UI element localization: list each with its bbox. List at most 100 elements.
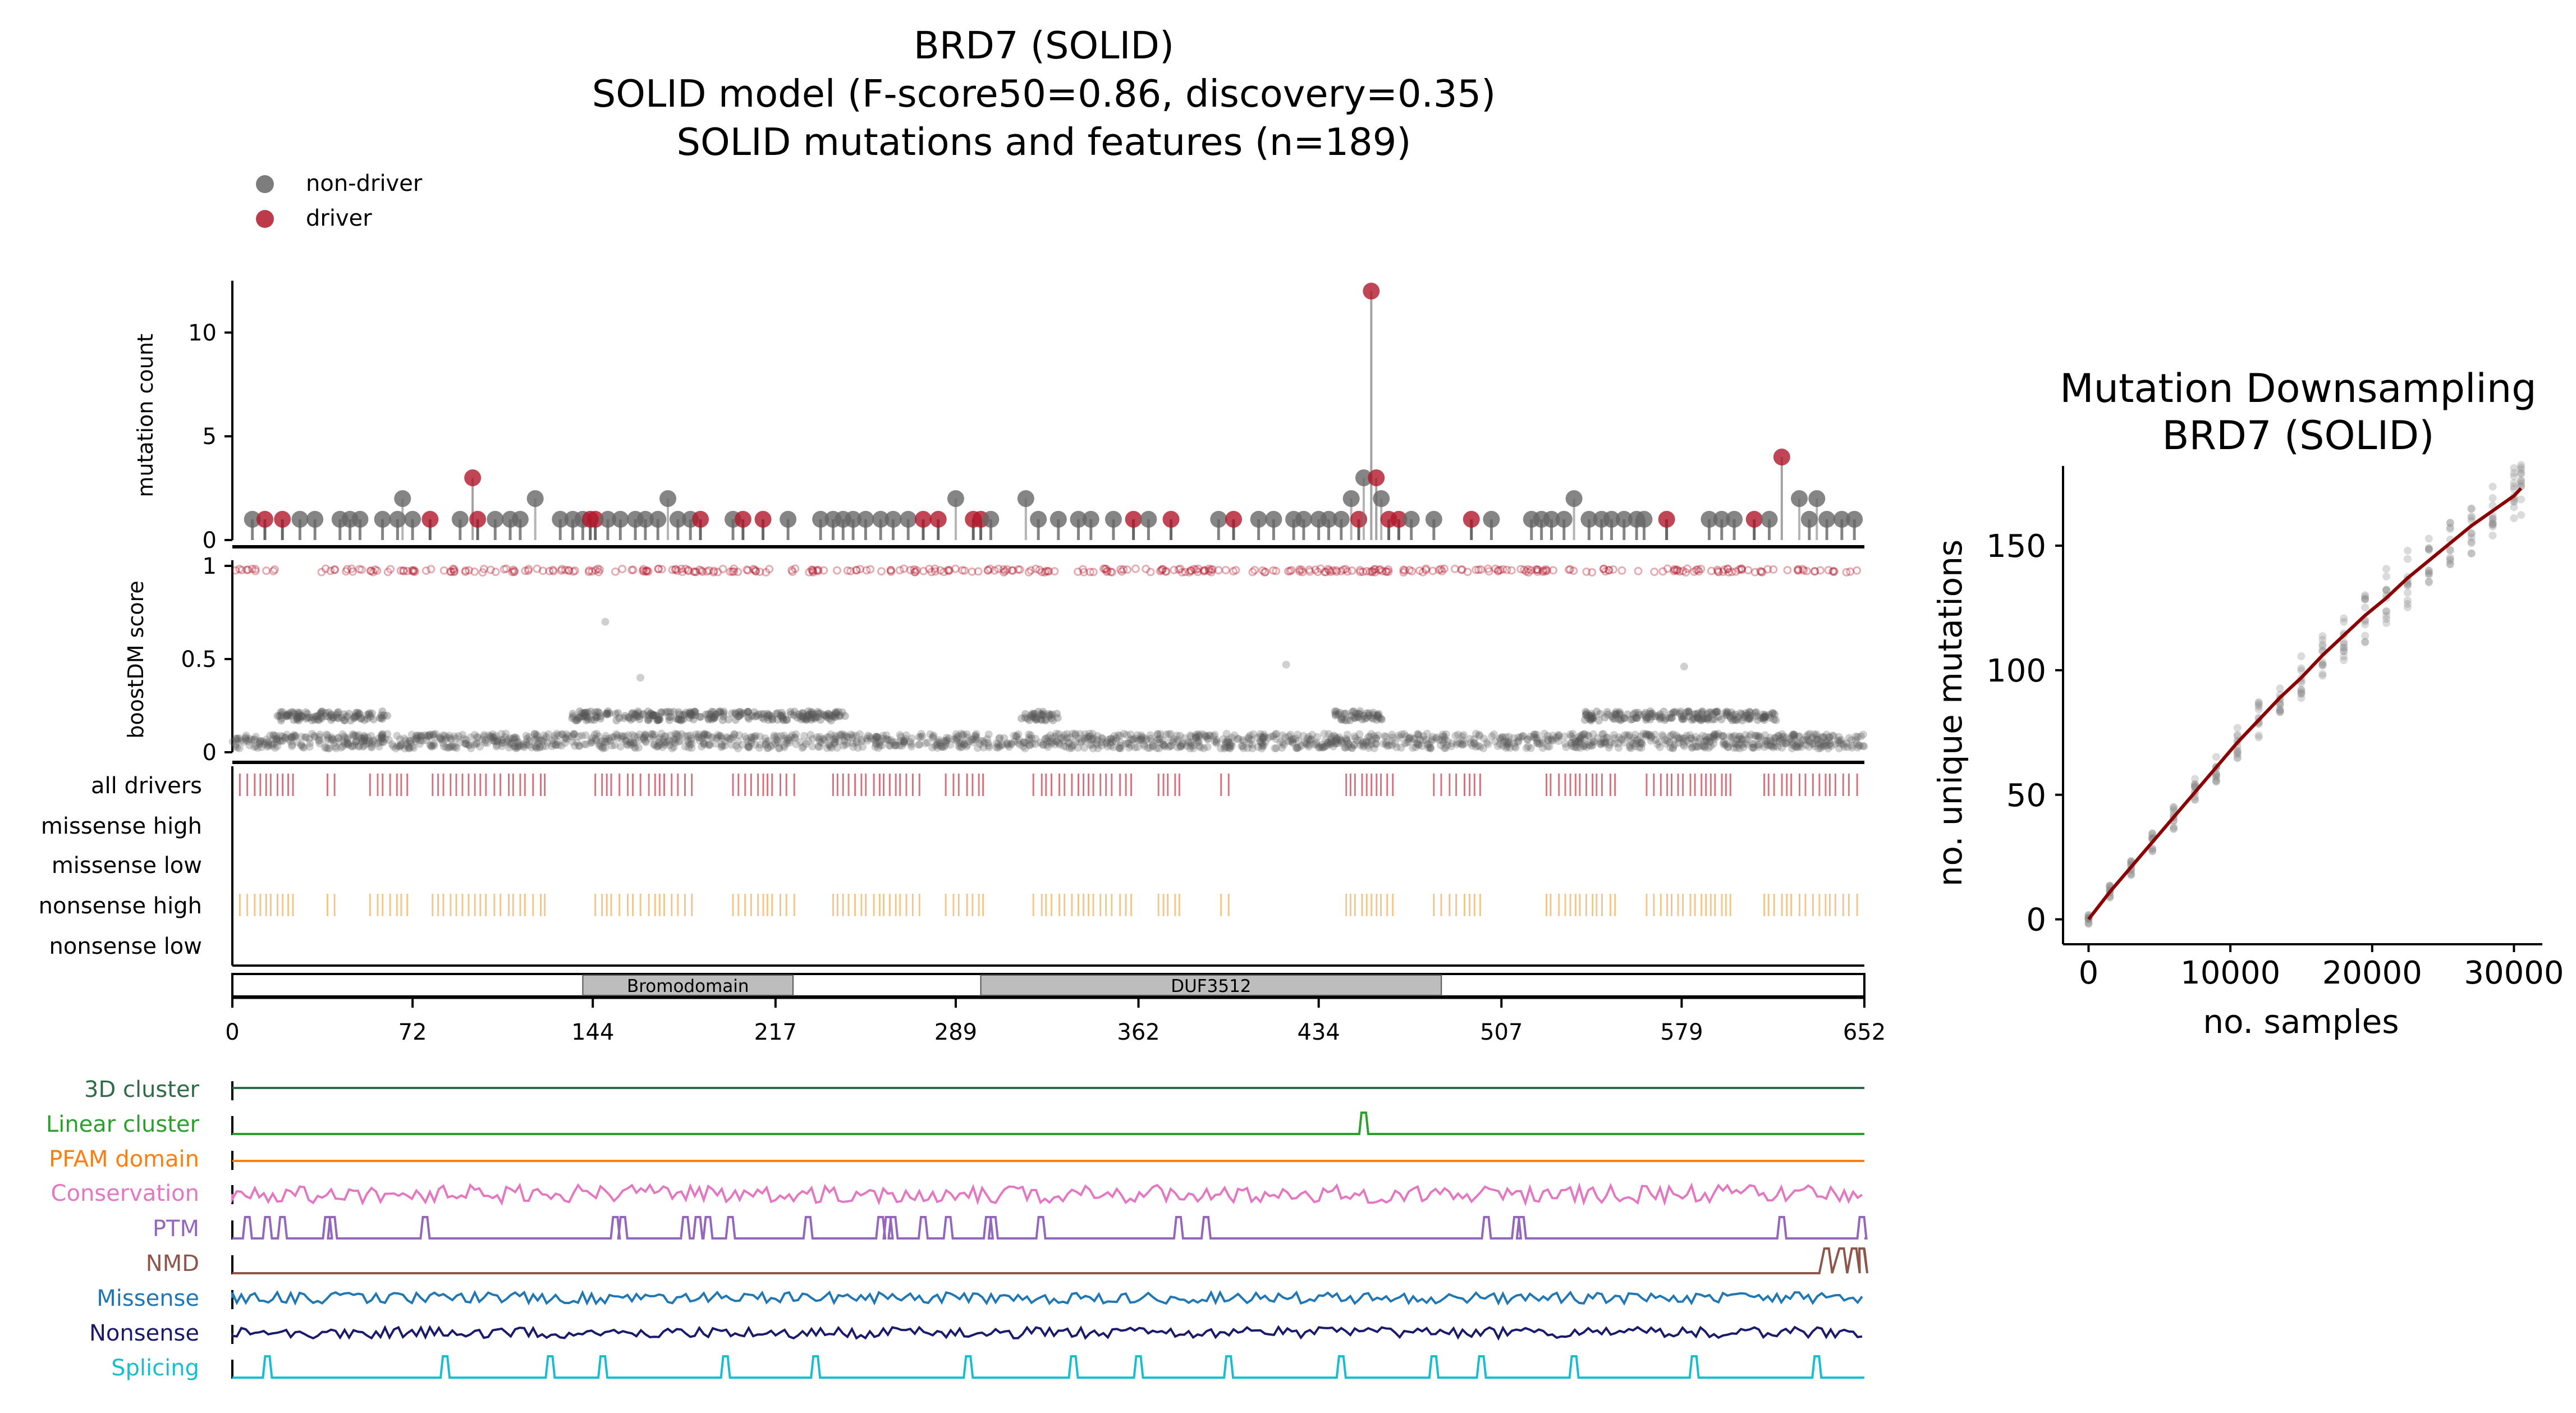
nondriver-score-point xyxy=(604,707,612,716)
nondriver-score-point xyxy=(847,730,855,739)
nondriver-score-point xyxy=(684,731,693,740)
nondriver-score-point xyxy=(1702,714,1710,722)
nondriver-score-point xyxy=(580,709,588,717)
nondriver-score-point xyxy=(1104,735,1112,744)
nondriver-score-point xyxy=(1544,735,1552,744)
nondriver-score-point xyxy=(242,733,250,742)
nondriver-score-point xyxy=(647,709,655,717)
nondriver-score-point xyxy=(1793,743,1802,752)
nondriver-score-point xyxy=(533,744,541,752)
nondriver-score-point xyxy=(1174,738,1182,747)
nondriver-score-point xyxy=(1767,740,1775,748)
nondriver-score-point xyxy=(707,710,715,719)
ds-point xyxy=(2340,647,2348,655)
nondriver-score-point xyxy=(958,731,966,739)
ds-point xyxy=(2276,684,2284,693)
nondriver-score-point xyxy=(687,737,695,745)
nondriver-score-point xyxy=(1612,708,1620,716)
driver-score-point xyxy=(1042,566,1051,575)
nondriver-score-point xyxy=(608,733,616,742)
nondriver-score-point xyxy=(1587,710,1596,718)
nondriver-score-point xyxy=(287,733,296,741)
nondriver-score-point xyxy=(338,714,346,722)
nondriver-score-point xyxy=(1594,716,1603,725)
nondriver-score-point xyxy=(634,737,643,745)
driver-score-point xyxy=(235,565,244,574)
nondriver-score-point xyxy=(582,740,590,749)
nondriver-score-point xyxy=(736,711,745,719)
nondriver-score-point xyxy=(1554,737,1562,746)
non-driver-lollipop-head xyxy=(1555,511,1573,528)
nondriver-score-point xyxy=(1326,740,1335,748)
driver-score-point xyxy=(355,565,364,574)
nondriver-score-point xyxy=(368,709,376,717)
nondriver-score-point xyxy=(831,708,840,716)
ds-point xyxy=(2382,572,2391,580)
nondriver-score-point xyxy=(1812,735,1821,743)
driver-score-point xyxy=(1161,567,1170,576)
nondriver-score-point xyxy=(729,733,737,741)
nondriver-score-point xyxy=(1669,730,1677,738)
nondriver-score-point xyxy=(915,740,924,749)
nondriver-score-point xyxy=(805,710,814,719)
track-label: missense low xyxy=(52,853,202,879)
driver-score-point xyxy=(814,565,823,574)
nondriver-score-point xyxy=(1425,740,1433,748)
nondriver-score-point xyxy=(874,744,882,752)
nondriver-score-point xyxy=(687,744,696,752)
nondriver-score-point xyxy=(1039,710,1048,718)
domain-xtick-label: 362 xyxy=(1117,1019,1159,1045)
nondriver-score-point xyxy=(1356,707,1364,716)
nondriver-score-point xyxy=(273,734,282,743)
nondriver-score-point xyxy=(1573,743,1582,752)
nondriver-score-point xyxy=(790,711,799,720)
nondriver-score-point xyxy=(1419,732,1428,740)
nondriver-score-point xyxy=(1790,733,1798,741)
driver-score-point xyxy=(1200,566,1209,575)
nondriver-score-point xyxy=(493,741,501,749)
nondriver-score-point xyxy=(574,716,582,724)
nondriver-score-point xyxy=(1581,716,1589,724)
nondriver-score-point xyxy=(228,738,237,746)
nondriver-score-point xyxy=(837,731,846,739)
nondriver-score-point xyxy=(1327,733,1336,741)
nondriver-score-point xyxy=(338,730,347,738)
nondriver-score-point xyxy=(1496,734,1504,743)
nondriver-score-point xyxy=(395,743,404,751)
nondriver-score-point xyxy=(255,740,264,748)
nondriver-score-point xyxy=(1812,732,1821,740)
driver-score-point xyxy=(427,565,436,574)
nondriver-score-point xyxy=(1045,710,1053,718)
nondriver-score-point xyxy=(247,735,256,744)
nondriver-score-point xyxy=(883,735,892,744)
nondriver-score-point xyxy=(1353,712,1362,721)
nondriver-score-point xyxy=(1088,740,1096,749)
driver-score-point xyxy=(317,568,326,577)
nondriver-score-point xyxy=(647,710,655,718)
nondriver-score-point xyxy=(654,741,663,749)
nondriver-score-point xyxy=(647,734,655,743)
nondriver-score-point xyxy=(575,732,583,740)
driver-score-point xyxy=(1601,567,1610,576)
nondriver-score-point xyxy=(1805,738,1814,746)
nondriver-score-point xyxy=(1685,708,1693,717)
nondriver-score-point xyxy=(1722,740,1731,748)
nondriver-score-point xyxy=(1103,738,1111,747)
nondriver-score-point xyxy=(535,743,544,752)
nondriver-score-point xyxy=(655,715,663,724)
nondriver-score-point xyxy=(1498,742,1507,750)
nondriver-score-point xyxy=(902,731,910,739)
nondriver-score-point xyxy=(1131,734,1140,743)
ds-point xyxy=(2297,652,2305,661)
nondriver-score-point xyxy=(1338,737,1346,746)
nondriver-score-point xyxy=(1580,742,1588,750)
driver-score-point xyxy=(1050,567,1059,576)
nondriver-score-point xyxy=(1700,743,1708,751)
nondriver-score-point xyxy=(1755,740,1763,749)
nondriver-score-point xyxy=(1211,738,1219,746)
non-driver-lollipop-head xyxy=(1726,511,1743,528)
nondriver-score-point xyxy=(403,739,411,748)
ds-point xyxy=(2254,701,2263,709)
nondriver-score-point xyxy=(1103,742,1112,751)
nondriver-score-point xyxy=(957,743,966,751)
